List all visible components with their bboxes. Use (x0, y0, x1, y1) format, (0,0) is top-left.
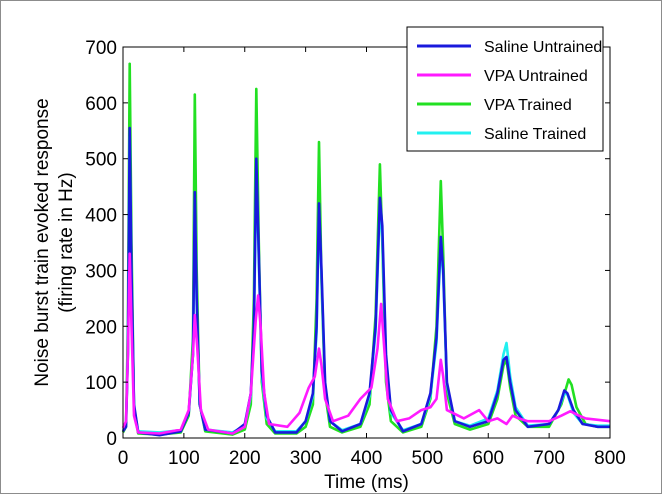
legend-box (406, 26, 604, 152)
legend-label: VPA Untrained (484, 68, 588, 85)
y-tick-label: 400 (85, 206, 117, 227)
y-axis-label-line1: Noise burst train evoked response (32, 98, 53, 386)
series-line-0 (121, 126, 610, 437)
y-tick-label: 0 (106, 429, 117, 450)
legend-label: VPA Trained (484, 97, 572, 114)
legend-label: Saline Untrained (484, 39, 602, 56)
y-tick-label: 600 (85, 94, 117, 115)
x-axis-label: Time (ms) (324, 472, 409, 493)
x-tick-label: 600 (472, 448, 504, 469)
ticks-layer: 0 100 200 300 400 500 600 700 800 0 100 200 300 400 50… (85, 38, 626, 469)
legend-label: Saline Trained (484, 126, 586, 143)
x-tick-label: 300 (290, 448, 322, 469)
y-tick-label: 700 (85, 38, 117, 59)
x-tick-label: 700 (533, 448, 565, 469)
x-tick-label: 500 (412, 448, 444, 469)
x-tick-label: 800 (594, 448, 626, 469)
y-tick-label: 200 (85, 317, 117, 338)
y-tick-label: 100 (85, 373, 117, 394)
y-axis-label-line2: (firing rate in Hz) (56, 172, 77, 312)
series-layer (121, 62, 611, 437)
y-tick-label: 500 (85, 150, 117, 171)
x-tick-label: 400 (351, 448, 383, 469)
series-line-1 (121, 252, 611, 435)
legend: Saline Untrained VPA Untrained VPA Trained… (406, 26, 604, 152)
x-tick-label: 100 (168, 448, 200, 469)
y-tick-label: 300 (85, 261, 117, 282)
x-tick-label: 200 (229, 448, 261, 469)
x-tick-label: 0 (118, 448, 129, 469)
